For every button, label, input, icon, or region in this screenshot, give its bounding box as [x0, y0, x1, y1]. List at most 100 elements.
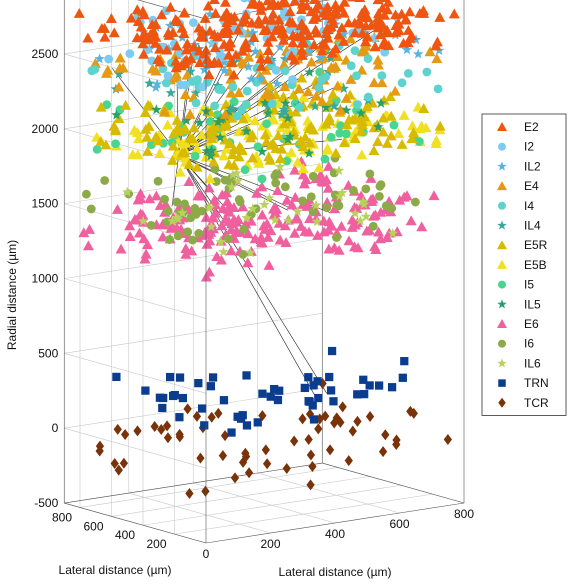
data-point: [102, 100, 112, 110]
data-point: [216, 126, 228, 137]
data-point: [280, 0, 292, 8]
data-point: [125, 49, 135, 59]
data-point: [188, 41, 200, 52]
data-point: [119, 457, 129, 469]
data-point: [268, 209, 280, 220]
data-point: [266, 31, 278, 42]
data-point: [358, 111, 370, 122]
data-point: [390, 9, 402, 20]
data-point: [232, 111, 242, 121]
legend-entry: E2: [524, 120, 539, 134]
data-point: [308, 171, 318, 181]
data-point: [287, 29, 299, 40]
data-point: [333, 165, 345, 176]
data-point: [343, 114, 355, 125]
data-point: [424, 46, 436, 57]
legend-entry: IL6: [524, 356, 541, 370]
data-point: [219, 65, 230, 76]
data-point: [184, 108, 196, 119]
data-point: [168, 128, 180, 139]
data-point: [278, 34, 290, 45]
data-point: [204, 202, 216, 213]
data-point: [375, 191, 384, 201]
data-point: [95, 135, 107, 146]
y-tick-label: 600: [83, 519, 103, 533]
data-point: [113, 81, 125, 92]
data-point: [226, 56, 238, 67]
data-point: [377, 126, 389, 137]
data-point: [208, 120, 220, 131]
data-point: [296, 0, 308, 9]
data-point: [156, 9, 168, 20]
data-point: [225, 87, 237, 98]
data-point: [255, 73, 267, 84]
data-point: [408, 127, 420, 138]
data-point: [434, 120, 446, 131]
data-point: [259, 97, 271, 108]
data-point: [206, 145, 217, 156]
data-point: [120, 429, 130, 441]
data-point: [207, 212, 219, 223]
data-point: [323, 160, 335, 171]
data-point: [385, 130, 397, 141]
data-point: [271, 78, 283, 89]
data-point: [331, 51, 343, 62]
data-point: [256, 181, 268, 192]
data-point: [353, 100, 362, 109]
data-point: [394, 194, 406, 205]
data-point: [226, 181, 237, 192]
box-edge: [64, 462, 323, 504]
data-point: [224, 138, 236, 149]
data-point: [179, 123, 191, 134]
data-point: [248, 27, 259, 38]
data-point: [183, 403, 192, 415]
data-point: [387, 383, 397, 392]
data-point: [177, 207, 188, 218]
data-point: [335, 128, 345, 138]
data-point: [162, 420, 172, 432]
data-point: [215, 132, 226, 142]
data-point: [219, 108, 231, 119]
data-point: [220, 430, 230, 442]
data-point: [210, 164, 220, 174]
data-point: [256, 146, 268, 157]
legend-entry: E5R: [524, 238, 548, 252]
data-point: [428, 190, 440, 201]
data-point: [139, 253, 151, 264]
data-point: [246, 17, 258, 28]
data-point: [92, 144, 102, 154]
data-point: [311, 11, 323, 22]
z-tick-label: 2000: [32, 122, 59, 136]
data-point: [348, 425, 357, 437]
data-point: [132, 194, 144, 205]
data-point: [330, 147, 342, 158]
data-point: [375, 233, 387, 244]
connection-line: [178, 154, 328, 394]
data-point: [142, 146, 154, 156]
tick-labels: -500050010001500200025003000020040060080…: [32, 47, 475, 561]
data-point: [305, 397, 314, 406]
data-point: [273, 14, 285, 25]
data-point: [270, 385, 279, 394]
data-point: [194, 229, 204, 238]
data-point: [418, 103, 430, 113]
data-point: [304, 45, 315, 56]
data-point: [232, 175, 244, 186]
data-point: [387, 203, 397, 213]
data-point: [290, 435, 299, 447]
z-axis-label: Radial distance (µm): [5, 240, 19, 350]
x-tick-label: 400: [325, 527, 345, 541]
data-point: [178, 28, 190, 39]
data-point: [367, 193, 379, 204]
data-point: [236, 414, 246, 423]
data-point: [308, 461, 317, 473]
data-point: [264, 80, 276, 91]
legend-entry: I6: [524, 337, 534, 351]
data-point: [172, 16, 184, 27]
data-point: [225, 245, 237, 256]
data-point: [304, 66, 315, 77]
data-point: [244, 467, 254, 479]
data-point: [352, 17, 364, 28]
data-point: [195, 31, 207, 42]
data-point: [73, 8, 85, 18]
